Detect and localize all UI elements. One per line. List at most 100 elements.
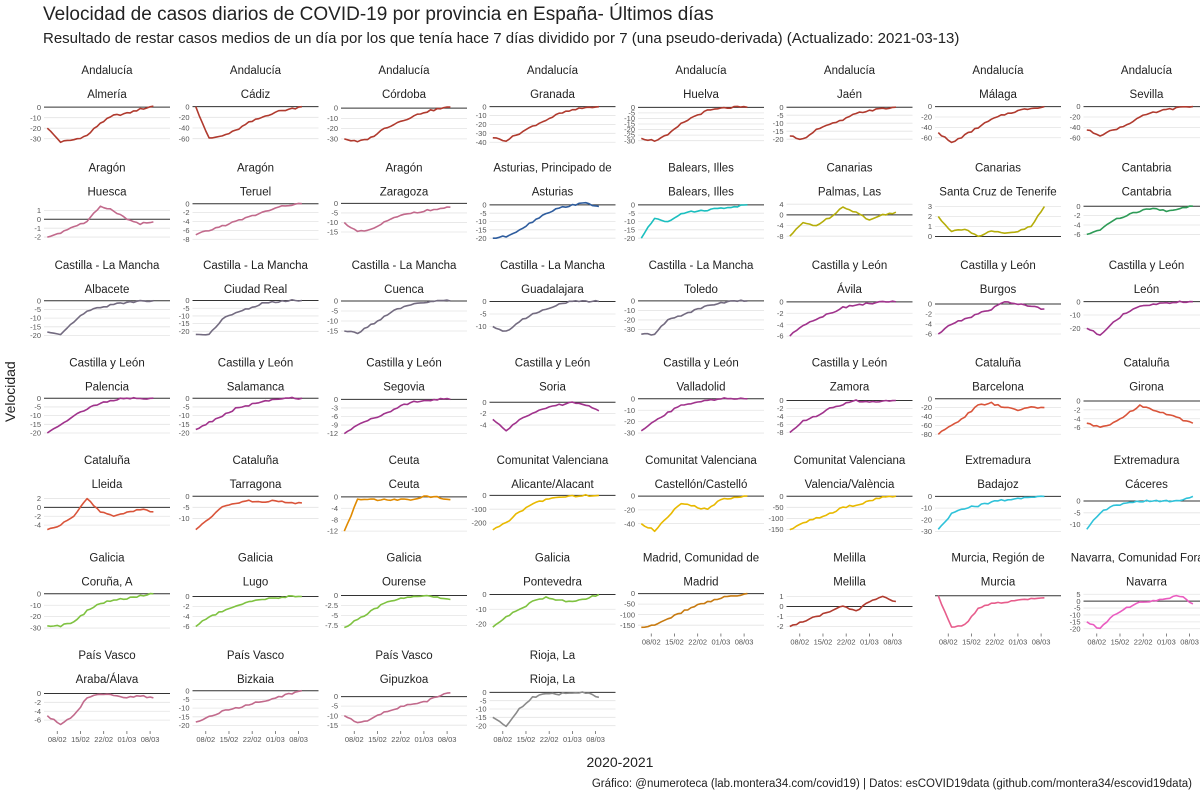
panel-province-label: Ceuta	[389, 479, 420, 491]
panel: Galicia Pontevedra 0 -10 -20	[476, 553, 616, 629]
panel: Castilla - La Mancha Guadalajara 0 -5 -10	[476, 260, 616, 332]
series-line	[492, 201, 600, 239]
y-tick-label: -20	[921, 515, 932, 524]
x-tick-label: 15/02	[71, 735, 90, 744]
panel-community-label: Canarias	[975, 163, 1021, 175]
series-line	[46, 693, 154, 726]
series-line	[47, 299, 154, 336]
panel: Castilla - La Mancha Albacete 0-5-10-15-20	[30, 260, 170, 340]
series-line	[195, 594, 302, 628]
y-tick-label: 0	[631, 297, 635, 306]
y-tick-label: -20	[624, 125, 635, 134]
y-tick-label: -50	[773, 503, 784, 512]
y-tick-label: 0	[482, 688, 486, 697]
y-tick-label: -200	[471, 519, 486, 528]
panel-province-label: Salamanca	[227, 382, 285, 394]
y-tick-label: 0	[779, 602, 783, 611]
y-tick-label: -20	[179, 327, 190, 336]
panel-community-label: Castilla y León	[960, 260, 1035, 272]
panel-province-label: Asturias	[532, 187, 574, 199]
panel-community-label: Aragón	[385, 163, 422, 175]
panel: Ceuta Ceuta 0 -4 -8 -12	[327, 455, 467, 536]
series-line	[789, 300, 897, 337]
y-tick-label: -4	[34, 521, 41, 530]
y-tick-label: -5	[183, 403, 190, 412]
y-tick-label: 0	[482, 590, 486, 599]
y-tick-label: -10	[179, 514, 190, 523]
y-tick-label: -40	[1070, 123, 1081, 132]
y-tick-label: -20	[30, 612, 41, 621]
y-tick-label: 0	[185, 199, 189, 208]
panel: Andalucía Almería 0-10 -20-30	[30, 65, 170, 143]
panel-community-label: Andalucía	[824, 65, 876, 77]
y-tick-label: -10	[179, 411, 190, 420]
panel-province-label: Jaén	[837, 89, 862, 101]
y-tick-label: -5	[183, 304, 190, 313]
panel: Andalucía Córdoba 0-10-20-30	[327, 65, 467, 143]
panel: Castilla - La Mancha Cuenca 0-5-10-15	[327, 260, 467, 336]
series-line	[640, 204, 748, 239]
series-line	[641, 299, 748, 336]
panel-province-label: Sevilla	[1130, 89, 1164, 101]
series-line	[195, 396, 303, 431]
series-line	[47, 497, 154, 531]
series-line	[789, 495, 897, 531]
panel: Castilla y León Ávila 0 -2 -4 -6	[777, 260, 913, 341]
series-line	[1086, 404, 1194, 429]
y-tick-label: 0	[37, 103, 41, 112]
x-tick-label: 08/02	[790, 638, 809, 647]
x-tick-label: 08/02	[345, 735, 364, 744]
panel: Navarra, Comunidad Foral deNavarra50-5-1…	[1070, 553, 1200, 647]
panel-community-label: Castilla - La Mancha	[500, 260, 605, 272]
panel: País Vasco Bizkaia 0-5-10-15-20 08/02 15/02 2…	[179, 650, 319, 744]
series-line	[1086, 300, 1193, 336]
y-tick-label: -20	[179, 721, 190, 730]
series-line	[47, 592, 154, 628]
y-tick-label: -2	[34, 698, 41, 707]
panel-province-label: Rioja, La	[530, 674, 576, 686]
y-tick-label: -10	[30, 314, 41, 323]
x-tick-label: 15/02	[665, 638, 684, 647]
y-tick-label: -15	[624, 225, 635, 234]
y-tick-label: -2	[777, 404, 784, 413]
y-tick-label: 0	[779, 492, 783, 501]
panel-community-label: Galicia	[386, 553, 422, 565]
panel: Asturias, Principado de Asturias 0-5-10-15…	[476, 163, 616, 243]
panel-community-label: Castilla y León	[366, 358, 441, 370]
y-tick-label: -4	[183, 217, 190, 226]
y-tick-label: 3	[928, 202, 932, 211]
y-tick-label: -2	[34, 512, 41, 521]
small-multiples-grid: AndalucíaAlmería0-10-20-30AndalucíaCádiz…	[30, 65, 1200, 744]
y-tick-label: 0	[779, 103, 783, 112]
y-tick-label: 0	[631, 589, 635, 598]
panel-province-label: Córdoba	[382, 89, 427, 101]
y-tick-label: 0	[928, 102, 932, 111]
panel-community-label: Aragón	[237, 163, 274, 175]
y-tick-label: -30	[30, 134, 41, 143]
y-tick-label: -40	[179, 124, 190, 133]
y-tick-label: -8	[183, 235, 190, 244]
panel: Andalucía Huelva 0-5-10-15-20-25-30	[624, 65, 764, 145]
y-tick-label: -40	[921, 123, 932, 132]
y-tick-label: 0	[928, 300, 932, 309]
panel-province-label: León	[1134, 284, 1160, 296]
y-tick-label: -2	[777, 622, 784, 631]
y-tick-label: 0	[482, 200, 486, 209]
panel: Castilla y León Zamora 0-2-4-6-8	[777, 358, 913, 437]
y-tick-label: 0	[334, 492, 338, 501]
x-tick-label: 01/03	[712, 638, 731, 647]
x-axis-label: 2020-2021	[586, 754, 654, 770]
y-tick-label: -20	[30, 429, 41, 438]
x-tick-label: 22/02	[243, 735, 262, 744]
y-tick-label: -6	[1074, 230, 1081, 239]
y-tick-label: 0	[1076, 297, 1080, 306]
x-tick-label: 01/03	[118, 735, 137, 744]
panel-province-label: Teruel	[240, 187, 271, 199]
panel: Castilla y León León 0 -10 -20	[1070, 260, 1200, 336]
series-line	[640, 397, 748, 432]
panel-community-label: Castilla - La Mancha	[55, 260, 160, 272]
y-tick-label: -5	[34, 305, 41, 314]
y-tick-label: -10	[327, 218, 338, 227]
y-tick-label: -10	[327, 114, 338, 123]
y-tick-label: -5	[331, 611, 338, 620]
